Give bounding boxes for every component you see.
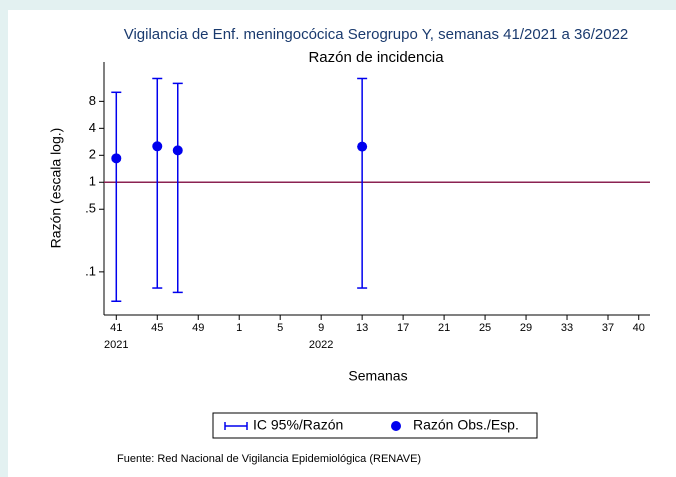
legend-box [212, 412, 538, 439]
x-tick-label: 49 [192, 322, 204, 334]
x-tick-label: 5 [277, 322, 283, 334]
x-tick-label: 1 [236, 322, 242, 334]
x-axis-label: Semanas [348, 368, 407, 384]
chart-title: Vigilancia de Enf. meningocócica Serogru… [124, 26, 629, 43]
x-tick-label: 40 [633, 322, 645, 334]
x-tick-label: 29 [520, 322, 532, 334]
point [111, 153, 122, 164]
x-tick-label: 17 [397, 322, 409, 334]
x-tick-label: 37 [602, 322, 614, 334]
point [357, 141, 368, 152]
y-tick-label: 8 [89, 93, 96, 108]
x-tick-label: 45 [151, 322, 163, 334]
x-year-label: 2022 [309, 339, 333, 351]
point [152, 141, 163, 152]
legend-label: IC 95%/Razón [253, 417, 343, 433]
y-tick-label: 2 [89, 147, 96, 162]
error-bar [111, 91, 122, 302]
error-bar [172, 82, 183, 294]
x-tick-label: 9 [318, 322, 324, 334]
error-bar [152, 77, 163, 289]
x-tick-label: 13 [356, 322, 368, 334]
legend-swatch [391, 421, 401, 431]
y-tick-label: .1 [85, 263, 96, 278]
error-bar [357, 77, 368, 289]
panel [8, 10, 676, 477]
x-tick-label: 41 [110, 322, 122, 334]
x-tick-label: 25 [479, 322, 491, 334]
chart-subtitle: Razón de incidencia [308, 49, 444, 66]
source-note: Fuente: Red Nacional de Vigilancia Epide… [117, 453, 421, 465]
y-tick-label: .5 [85, 201, 96, 216]
x-tick-label: 33 [561, 322, 573, 334]
y-axis-label: Razón (escala log.) [48, 128, 64, 249]
point [172, 145, 183, 156]
x-tick-label: 21 [438, 322, 450, 334]
y-tick-label: 1 [89, 174, 96, 189]
x-year-label: 2021 [104, 339, 128, 351]
y-tick-label: 4 [89, 120, 96, 135]
legend-label: Razón Obs./Esp. [413, 417, 519, 433]
